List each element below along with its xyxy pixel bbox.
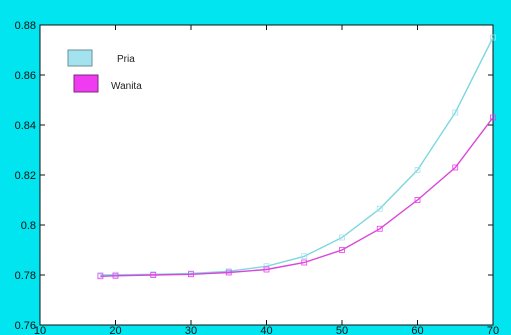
data-point-wanita [376, 225, 383, 232]
data-point-wanita [225, 269, 232, 276]
series-line-wanita [100, 117, 494, 277]
data-point-wanita [97, 273, 104, 280]
plot-area [39, 24, 494, 326]
data-point-wanita [414, 197, 421, 203]
data-point-pria [301, 253, 308, 260]
series-line-pria [100, 37, 494, 276]
x-tick-label: 40 [260, 325, 272, 335]
series-layer [97, 34, 496, 280]
data-point-pria [490, 34, 496, 41]
x-tick-label: 20 [109, 325, 121, 335]
data-point-pria [452, 109, 459, 116]
data-point-wanita [150, 272, 157, 278]
data-point-pria [376, 205, 383, 212]
data-point-wanita [301, 259, 308, 266]
y-tick-label: 0.78 [15, 270, 36, 282]
legend-swatch-wanita [73, 74, 99, 93]
x-tick-label: 60 [411, 325, 423, 335]
data-point-wanita [339, 247, 345, 253]
legend-swatch-pria [67, 49, 93, 67]
y-tick-label: 0.88 [15, 20, 36, 32]
data-point-pria [263, 263, 270, 270]
x-tick-label: 50 [336, 325, 348, 335]
y-tick-label: 0.86 [15, 70, 36, 82]
x-tick-label: 10 [34, 325, 46, 335]
data-point-wanita [263, 266, 270, 273]
data-point-wanita [112, 272, 119, 279]
axis-ticks: 10 20 30 40 50 60 70 0.76 0.78 0.8 0.82 0.84 0.86 0.8… [15, 20, 500, 335]
data-point-pria [414, 167, 421, 173]
x-tick-label: 30 [185, 325, 197, 335]
legend-label-pria: Pria [117, 54, 135, 65]
data-point-pria [339, 234, 345, 241]
data-point-wanita [490, 114, 496, 121]
y-tick-label: 0.8 [21, 220, 36, 232]
x-tick-label: 70 [487, 325, 499, 335]
data-point-wanita [452, 164, 459, 171]
y-tick-label: 0.84 [15, 120, 36, 132]
legend: Pria Wanita [67, 49, 142, 93]
y-tick-label: 0.82 [15, 170, 36, 182]
legend-label-wanita: Wanita [111, 81, 142, 92]
data-point-wanita [188, 271, 194, 278]
y-tick-label: 0.76 [15, 320, 36, 332]
